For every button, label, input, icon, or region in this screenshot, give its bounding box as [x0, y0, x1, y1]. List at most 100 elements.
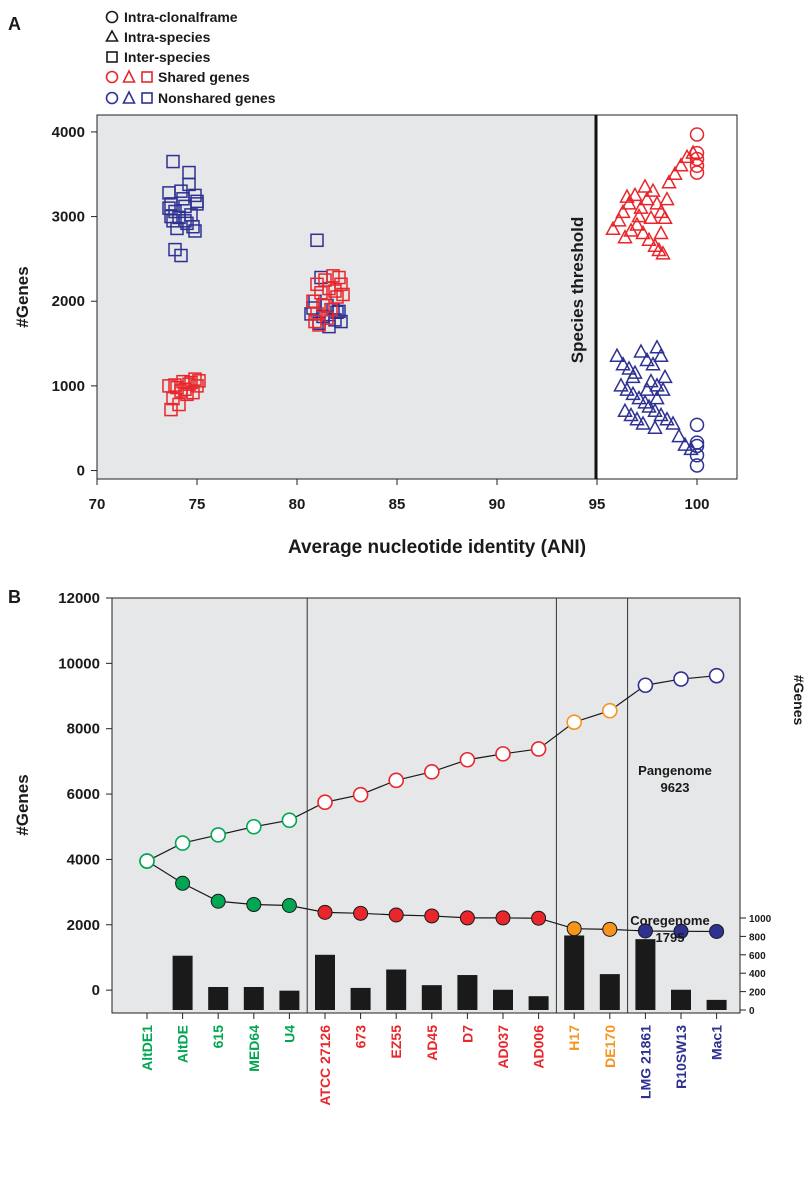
panel-b-plot-area	[111, 597, 741, 1014]
panel-a-data-marks	[162, 127, 705, 473]
data-point-triangle	[667, 165, 683, 181]
data-point-square	[310, 233, 324, 248]
data-point-triangle	[671, 428, 687, 443]
data-point-square	[332, 270, 346, 285]
legend-inter-species: Inter-species	[124, 49, 211, 65]
pangenome-point	[388, 772, 405, 789]
pangenome-point	[246, 818, 262, 835]
data-point-square	[162, 201, 176, 215]
panel-a-x-axis-label: Average nucleotide identity (ANI)	[288, 537, 586, 558]
x-tick-label: 70	[89, 496, 106, 513]
data-point-triangle	[641, 231, 657, 247]
right-tick-label: 200	[749, 988, 766, 999]
new-genes-bar	[350, 987, 371, 1010]
new-genes-bar	[172, 955, 193, 1010]
x-tick-label: 85	[389, 496, 406, 513]
data-point-triangle	[631, 208, 647, 223]
category-label: ATCC 27126	[317, 1025, 333, 1106]
category-label: R10SW13	[673, 1025, 689, 1089]
new-genes-bar	[386, 969, 407, 1010]
data-point-square	[322, 319, 336, 334]
panel-a-y-axis-label: #Genes	[13, 266, 32, 327]
coregenome-label: Coregenome	[630, 913, 709, 928]
x-tick-label: 90	[489, 496, 506, 513]
data-point-triangle	[629, 411, 645, 426]
pangenome-point	[423, 764, 440, 780]
species-threshold-label: Species threshold	[568, 217, 587, 363]
data-point-square	[310, 307, 324, 321]
y-tick-label: 10000	[58, 655, 100, 672]
data-point-triangle	[621, 195, 637, 210]
category-label: 615	[210, 1025, 226, 1049]
panel-b-group-dividers	[306, 598, 629, 1013]
panel-b-bars	[172, 935, 727, 1010]
coregenome-point	[495, 910, 511, 926]
y-tick-label: 2000	[52, 293, 85, 310]
data-point-triangle	[653, 406, 669, 422]
y-tick-label: 3000	[52, 209, 85, 226]
data-point-square	[176, 192, 190, 206]
coregenome-point	[602, 921, 618, 937]
y-tick-label: 2000	[67, 917, 100, 934]
category-label: AltDE	[175, 1025, 191, 1063]
data-point-triangle	[623, 406, 639, 422]
data-point-square	[188, 372, 202, 386]
data-point-square	[190, 197, 204, 211]
y-tick-label: 6000	[67, 786, 100, 803]
y-tick-label: 8000	[67, 721, 100, 738]
data-point-square	[308, 314, 322, 329]
legend-nonshared-triangle	[122, 90, 136, 104]
data-point-triangle	[643, 209, 659, 225]
category-label: U4	[281, 1025, 297, 1043]
y-tick-label: 0	[77, 463, 85, 480]
data-point-triangle	[645, 356, 661, 371]
pangenome-point	[459, 751, 476, 768]
new-genes-bar	[599, 974, 620, 1010]
data-point-square	[312, 318, 326, 332]
right-tick-label: 0	[749, 1006, 755, 1017]
coregenome-point	[531, 910, 547, 926]
data-point-triangle	[649, 195, 665, 210]
legend-shared-square	[141, 71, 153, 83]
coregenome-point	[709, 923, 725, 939]
coregenome-point	[317, 904, 333, 920]
data-point-triangle	[657, 368, 673, 384]
data-point-circle	[689, 417, 705, 433]
right-tick-label: 800	[749, 932, 766, 943]
pangenome-point	[708, 667, 725, 684]
data-point-triangle	[609, 347, 625, 363]
pangenome-point	[673, 671, 689, 687]
data-point-triangle	[653, 347, 669, 363]
new-genes-bar	[706, 999, 727, 1010]
data-point-triangle	[677, 436, 693, 451]
pangenome-point	[317, 794, 333, 811]
coregenome-point	[637, 923, 653, 939]
y-tick-label: 0	[92, 982, 100, 999]
data-point-circle	[689, 158, 705, 174]
x-tick-label: 80	[289, 496, 306, 513]
legend-shared-genes: Shared genes	[158, 69, 250, 85]
data-point-triangle	[641, 398, 657, 413]
data-point-square	[336, 287, 350, 302]
coregenome-point	[210, 893, 226, 909]
data-point-triangle	[657, 209, 673, 225]
coregenome-point	[139, 853, 155, 869]
data-point-triangle	[625, 368, 641, 384]
data-point-triangle	[643, 373, 659, 388]
right-tick-label: 1000	[749, 914, 772, 925]
data-point-square	[324, 302, 338, 317]
legend-shared-triangle	[122, 69, 136, 83]
data-point-triangle	[613, 377, 629, 392]
coregenome-value: 1795	[656, 930, 685, 945]
new-genes-bar	[635, 939, 656, 1010]
category-label: AD45	[424, 1025, 440, 1061]
y-tick-label: 4000	[52, 124, 85, 141]
new-genes-bar	[493, 989, 513, 1010]
right-tick-label: 400	[749, 969, 766, 980]
data-point-triangle	[665, 415, 681, 430]
data-point-triangle	[653, 224, 669, 240]
coregenome-point	[388, 907, 404, 923]
pangenome-point	[174, 835, 191, 851]
coregenome-point	[459, 910, 475, 926]
